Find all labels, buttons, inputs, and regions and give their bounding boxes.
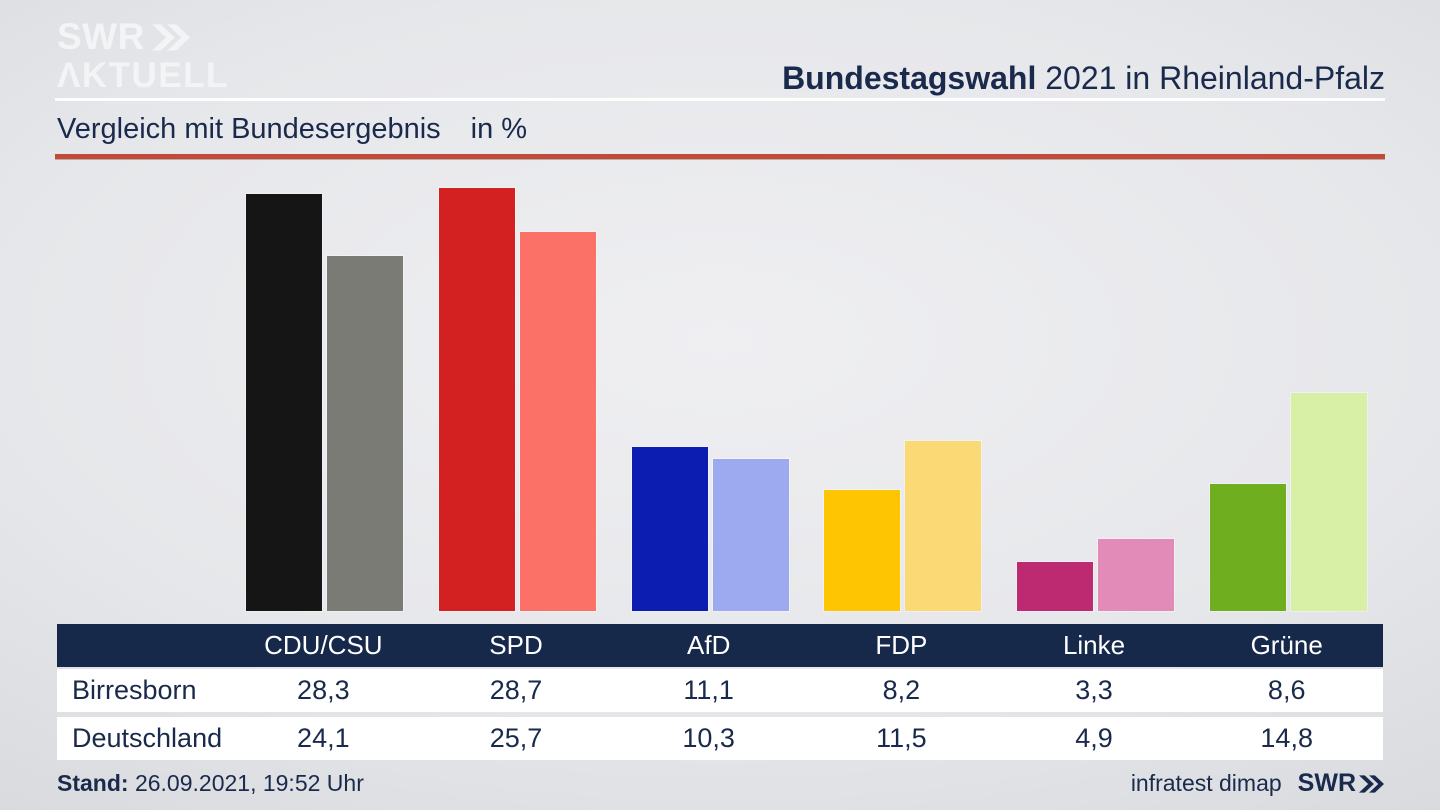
bar-fdp-deutschland (905, 441, 981, 611)
table-cell-linke: 4,9 (1075, 723, 1113, 753)
table-cell-fdp: 8,2 (882, 675, 921, 705)
bar-chart (55, 0, 1385, 611)
accent-divider (55, 154, 1385, 159)
swr-double-chevron-icon (151, 24, 190, 51)
bar-cdu-csu-birresborn (246, 194, 322, 611)
table-header-cell-spd: SPD (489, 630, 543, 660)
stand-label: Stand: (57, 770, 129, 796)
table-cell-spd: 28,7 (489, 675, 543, 705)
source-attribution: infratest dimap SWR (1131, 769, 1384, 798)
table-cell-spd: 25,7 (489, 723, 543, 753)
bar-gruene-deutschland (1291, 393, 1367, 611)
subtitle-unit: in % (470, 113, 528, 145)
table-cell-linke: 3,3 (1075, 675, 1113, 705)
table-cell-fdp: 11,5 (876, 723, 927, 753)
bar-spd-deutschland (520, 232, 596, 611)
header-divider (55, 98, 1385, 101)
swr-double-chevron-icon (1359, 775, 1384, 793)
source-name: infratest dimap (1130, 770, 1282, 796)
table-header-cell-afd: AfD (687, 630, 731, 660)
timestamp: Stand: 26.09.2021, 19:52 Uhr (57, 770, 364, 797)
table-header-cell-cdu-csu: CDU/CSU (264, 630, 383, 660)
brand-swr-text: SWR (1297, 769, 1356, 797)
swr-aktuell-logo: SWR ΛKTUELL (57, 18, 229, 93)
bar-spd-birresborn (439, 188, 515, 611)
table-cell-afd: 10,3 (682, 723, 735, 753)
table-row-label: Deutschland (72, 723, 223, 753)
logo-line1: SWR (57, 18, 229, 55)
bar-gruene-birresborn (1210, 484, 1286, 611)
stand-value: 26.09.2021, 19:52 Uhr (128, 770, 364, 796)
results-table: CDU/CSU SPD AfD FDP Linke Grüne Birresborn 28,3… (57, 624, 1383, 765)
logo-aktuell-text: ΛKTUELL (57, 56, 229, 95)
table-header-row: CDU/CSU SPD AfD FDP Linke Grüne (57, 624, 1383, 667)
table-header-cell-linke: Linke (1062, 630, 1126, 660)
table-row-deutschland: Deutschland 24,1 25,7 10,3 11,5 4,9 14,8 (57, 717, 1383, 760)
subtitle-text: Vergleich mit Bundesergebnis (57, 113, 441, 145)
bar-afd-birresborn (632, 447, 708, 611)
logo-swr-text: SWR (57, 16, 145, 57)
page-title-rest: 2021 in Rheinland-Pfalz (1036, 60, 1385, 96)
bar-linke-deutschland (1098, 539, 1174, 611)
table-header-cell-gruene: Grüne (1250, 630, 1323, 660)
table-cell-gruene: 8,6 (1267, 675, 1306, 705)
chart-subtitle: Vergleich mit Bundesergebnis in % (57, 113, 527, 146)
table-row-birresborn: Birresborn 28,3 28,7 11,1 8,2 3,3 8,6 (57, 669, 1383, 712)
table-cell-afd: 11,1 (683, 675, 734, 705)
table-header-cell-fdp: FDP (875, 630, 928, 660)
bar-linke-birresborn (1017, 562, 1093, 611)
table-cell-cdu-csu: 24,1 (297, 723, 350, 753)
bar-cdu-csu-deutschland (327, 256, 403, 611)
bar-afd-deutschland (713, 459, 789, 611)
page-title-bold: Bundestagswahl (782, 60, 1037, 96)
page-title: Bundestagswahl 2021 in Rheinland-Pfalz (782, 60, 1385, 97)
swr-brand-mark: SWR (1298, 769, 1384, 798)
bar-fdp-birresborn (824, 490, 900, 611)
table-row-label: Birresborn (72, 675, 197, 705)
table-cell-cdu-csu: 28,3 (297, 675, 350, 705)
table-cell-gruene: 14,8 (1260, 723, 1313, 753)
